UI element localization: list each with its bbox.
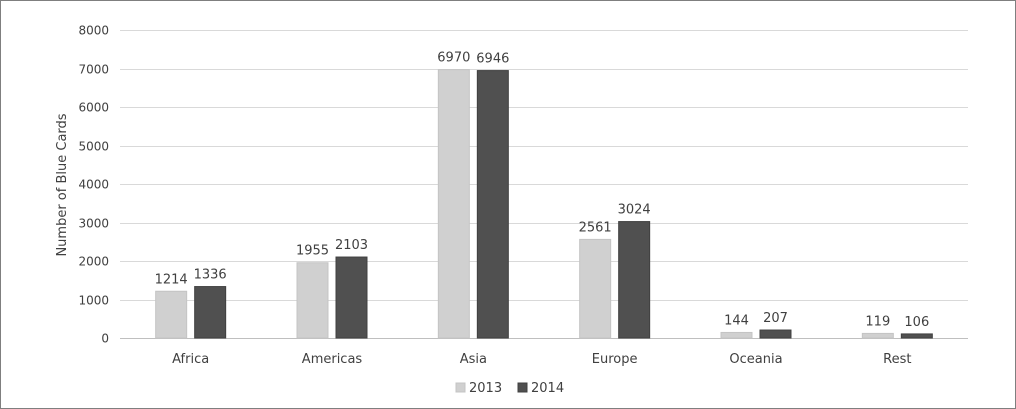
data-labels: 1214 1336 1955 2103 6970 6946 2561 3024 144 207 11… <box>155 51 930 330</box>
legend: 2013 2014 <box>455 381 564 396</box>
y-axis-title: Number of Blue Cards <box>55 113 70 256</box>
bar-2013 <box>155 290 188 339</box>
y-tick-label: 3000 <box>78 217 109 231</box>
data-label-2014: 6946 <box>476 52 509 67</box>
data-label-2013: 119 <box>865 314 890 329</box>
y-tick-label: 6000 <box>78 101 109 115</box>
legend-swatch-2013 <box>455 382 466 393</box>
bar-2013 <box>437 69 470 339</box>
bar-2013 <box>296 262 329 339</box>
y-tick-label: 0 <box>101 332 109 346</box>
y-tick-label: 8000 <box>78 24 109 38</box>
category-label: Africa <box>172 352 209 367</box>
bar-2013 <box>720 331 753 339</box>
bars <box>155 69 933 339</box>
category-label: Americas <box>302 352 363 367</box>
data-label-2014: 1336 <box>194 268 227 283</box>
bar-2013 <box>579 238 612 339</box>
y-tick-label: 5000 <box>78 140 109 154</box>
data-label-2013: 6970 <box>437 51 470 66</box>
y-tick-label: 2000 <box>78 255 109 269</box>
y-tick-label: 1000 <box>78 294 109 308</box>
data-label-2014: 3024 <box>618 203 651 218</box>
bar-2014 <box>618 221 651 339</box>
legend-label-2013: 2013 <box>469 381 502 396</box>
x-axis-categories: Africa Americas Asia Europe Oceania Rest <box>172 352 911 367</box>
category-label: Rest <box>883 352 911 367</box>
bar-2014 <box>194 286 227 339</box>
bar-2013 <box>861 332 894 339</box>
y-axis-ticks: 0 1000 2000 3000 4000 5000 6000 7000 8000 <box>78 24 109 346</box>
y-tick-label: 7000 <box>78 63 109 77</box>
data-label-2014: 207 <box>763 311 788 326</box>
bar-2014 <box>759 329 792 339</box>
category-label: Asia <box>460 352 487 367</box>
data-label-2014: 106 <box>904 315 929 330</box>
category-label: Oceania <box>729 352 782 367</box>
y-tick-label: 4000 <box>78 178 109 192</box>
data-label-2013: 1955 <box>296 244 329 259</box>
bar-2014 <box>900 333 933 339</box>
data-label-2013: 1214 <box>155 272 188 287</box>
gridlines <box>120 30 968 339</box>
data-label-2014: 2103 <box>335 238 368 253</box>
bar-2014 <box>335 256 368 339</box>
data-label-2013: 144 <box>724 313 749 328</box>
legend-swatch-2014 <box>517 382 528 393</box>
category-label: Europe <box>592 352 638 367</box>
bar-2014 <box>476 70 509 339</box>
data-label-2013: 2561 <box>579 220 612 235</box>
legend-label-2014: 2014 <box>531 381 564 396</box>
